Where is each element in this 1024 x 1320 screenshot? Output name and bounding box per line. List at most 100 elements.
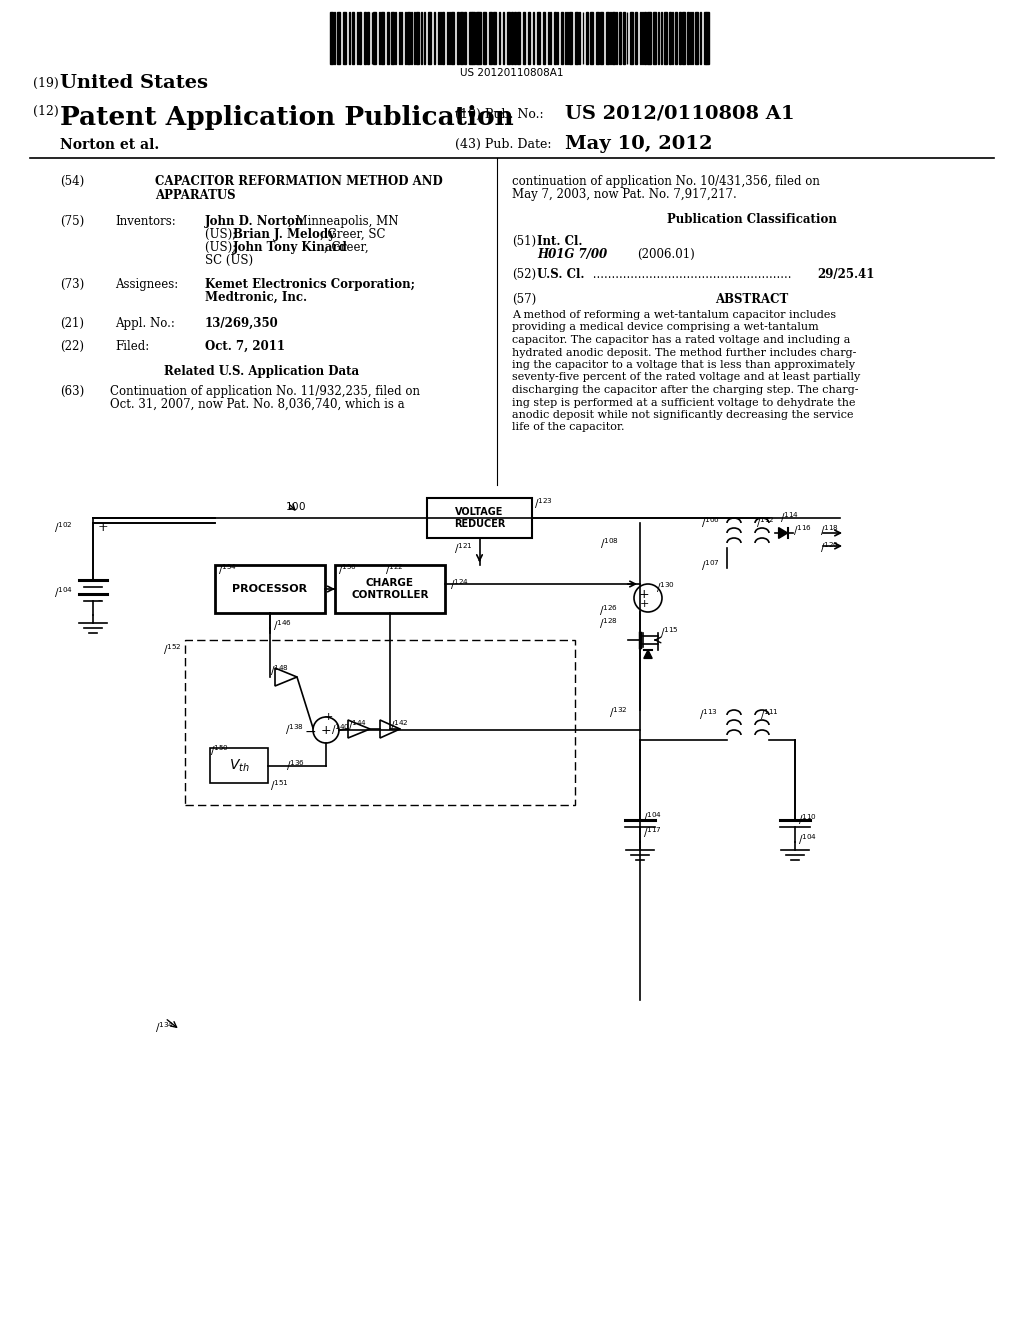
Bar [690,12,691,63]
Text: Kemet Electronics Corporation;: Kemet Electronics Corporation; [205,279,415,290]
Text: Patent Application Publication: Patent Application Publication [60,106,514,129]
Text: Appl. No.:: Appl. No.: [115,317,175,330]
Bar [391,12,394,63]
Text: Norton et al.: Norton et al. [60,139,160,152]
Text: $\mathsf{/^{120}}$: $\mathsf{/^{120}}$ [820,540,839,554]
Bar [569,12,572,63]
Text: $\mathsf{/^{121}}$: $\mathsf{/^{121}}$ [455,541,473,556]
Bar [605,12,608,63]
Bar [517,12,520,63]
Text: $\mathsf{/^{118}}$: $\mathsf{/^{118}}$ [820,523,839,537]
Text: John D. Norton: John D. Norton [205,215,304,228]
Text: $\mathsf{/^{108}}$: $\mathsf{/^{108}}$ [600,536,618,550]
Text: US 20120110808A1: US 20120110808A1 [460,69,564,78]
Text: (73): (73) [60,279,84,290]
Polygon shape [778,528,787,539]
Bar [567,12,568,63]
Text: $\mathsf{/^{151}}$: $\mathsf{/^{151}}$ [270,777,289,793]
Text: $\mathsf{/^{130}}$: $\mathsf{/^{130}}$ [656,579,675,595]
Bar [523,12,525,63]
Bar [482,12,485,63]
Bar [511,12,513,63]
Bar [538,12,540,63]
Text: $\mathsf{/^{110}}$: $\mathsf{/^{110}}$ [798,812,817,826]
Text: $\mathsf{/^{104}}$: $\mathsf{/^{104}}$ [798,832,817,847]
Text: .....................................................: ........................................… [589,268,792,281]
Text: Inventors:: Inventors: [115,215,176,228]
Text: $\mathsf{/^{122}}$: $\mathsf{/^{122}}$ [385,562,403,577]
Bar [334,12,335,63]
Bar [451,12,454,63]
Text: +: + [639,587,649,601]
Text: (52): (52) [512,268,537,281]
Bar [461,12,464,63]
Text: , Greer,: , Greer, [324,242,369,253]
Text: CAPACITOR REFORMATION METHOD AND: CAPACITOR REFORMATION METHOD AND [155,176,442,187]
Bar [680,12,681,63]
Bar [478,12,481,63]
Bar [561,12,563,63]
Bar [472,12,475,63]
Text: Brian J. Melody: Brian J. Melody [233,228,335,242]
Text: May 7, 2003, now Pat. No. 7,917,217.: May 7, 2003, now Pat. No. 7,917,217. [512,187,736,201]
Bar [532,12,535,63]
Text: $\mathsf{/^{102}}$: $\mathsf{/^{102}}$ [54,520,73,535]
Text: $\mathsf{/^{134}}$: $\mathsf{/^{134}}$ [155,1020,174,1035]
Text: +: + [98,521,109,535]
Text: $\mathsf{/^{112}}$: $\mathsf{/^{112}}$ [756,515,775,529]
Text: Int. Cl.: Int. Cl. [537,235,583,248]
Text: $\mathsf{/^{146}}$: $\mathsf{/^{146}}$ [273,618,292,632]
Text: Oct. 7, 2011: Oct. 7, 2011 [205,341,285,352]
Text: +: + [324,711,333,722]
Text: $V_{th}$: $V_{th}$ [228,758,250,774]
Text: John Tony Kinard: John Tony Kinard [233,242,348,253]
Bar [417,12,419,63]
Text: discharging the capacitor after the charging step. The charg-: discharging the capacitor after the char… [512,385,858,395]
Text: 13/269,350: 13/269,350 [205,317,279,330]
Text: capacitor. The capacitor has a rated voltage and including a: capacitor. The capacitor has a rated vol… [512,335,850,345]
Text: Medtronic, Inc.: Medtronic, Inc. [205,290,307,304]
Bar [359,12,361,63]
Text: $\mathsf{/^{150}}$: $\mathsf{/^{150}}$ [210,743,229,758]
Bar [343,12,346,63]
Text: Publication Classification: Publication Classification [667,213,837,226]
Text: $\mathsf{/^{142}}$: $\mathsf{/^{142}}$ [390,718,409,733]
Text: $\mathsf{/^{115}}$: $\mathsf{/^{115}}$ [660,624,679,640]
Text: $\mathsf{/^{107}}$: $\mathsf{/^{107}}$ [701,558,720,573]
Text: $\mathsf{/^{117}}$: $\mathsf{/^{117}}$ [643,825,662,840]
Bar [699,12,701,63]
Bar [351,12,354,63]
Bar [707,12,710,63]
Bar [469,12,472,63]
Text: Oct. 31, 2007, now Pat. No. 8,036,740, which is a: Oct. 31, 2007, now Pat. No. 8,036,740, w… [110,399,404,411]
Bar [575,12,579,63]
Bar [373,12,376,63]
Text: (43) Pub. Date:: (43) Pub. Date: [455,139,552,150]
Bar [620,12,622,63]
Bar [387,12,389,63]
Bar [338,12,340,63]
Text: VOLTAGE
REDUCER: VOLTAGE REDUCER [454,507,505,529]
Text: −: − [304,725,315,739]
Text: $\mathsf{/^{106}}$: $\mathsf{/^{106}}$ [701,515,720,529]
Text: A method of reforming a wet-tantalum capacitor includes: A method of reforming a wet-tantalum cap… [512,310,837,319]
Text: $\mathsf{/^{128}}$: $\mathsf{/^{128}}$ [599,616,618,631]
Bar [586,12,588,63]
Text: 29/25.41: 29/25.41 [817,268,874,281]
Text: $\mathsf{/^{140}}$: $\mathsf{/^{140}}$ [331,722,350,737]
Text: ing the capacitor to a voltage that is less than approximately: ing the capacitor to a voltage that is l… [512,360,855,370]
Bar [554,12,556,63]
Polygon shape [644,649,652,659]
Text: CHARGE
CONTROLLER: CHARGE CONTROLLER [351,578,429,601]
Text: ing step is performed at a sufficient voltage to dehydrate the: ing step is performed at a sufficient vo… [512,397,855,408]
Text: Continuation of application No. 11/932,235, filed on: Continuation of application No. 11/932,2… [110,385,420,399]
Bar [543,12,546,63]
Text: $\mathsf{100}$: $\mathsf{100}$ [285,500,306,512]
Bar [514,12,515,63]
Bar [424,12,425,63]
Text: (US);: (US); [205,242,240,253]
Bar [611,12,614,63]
Text: Assignees:: Assignees: [115,279,178,290]
Text: $\mathsf{/^{156}}$: $\mathsf{/^{156}}$ [338,562,357,577]
Bar [404,12,406,63]
